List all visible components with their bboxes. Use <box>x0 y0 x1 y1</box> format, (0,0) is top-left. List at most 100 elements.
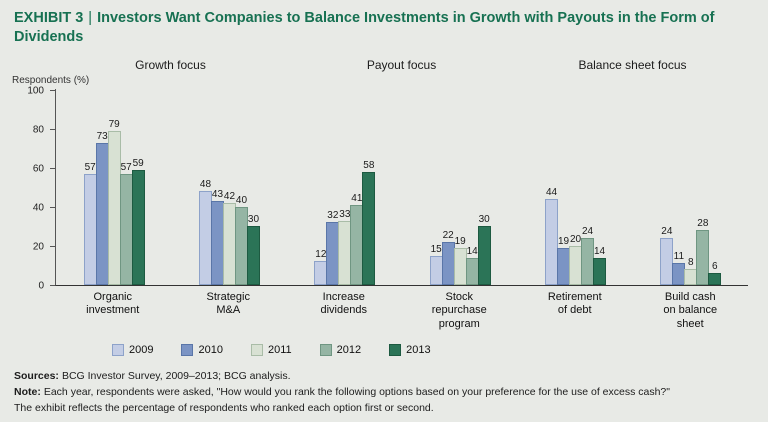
bar-value-label: 19 <box>454 235 466 247</box>
legend-swatch <box>319 344 332 357</box>
note-line: Note: Each year, respondents were asked, … <box>14 385 752 401</box>
bar: 28 <box>696 218 710 285</box>
bar-group: 48 43 42 40 30 <box>198 179 260 285</box>
y-tick-label: 0 <box>38 280 44 292</box>
legend-label: 2012 <box>336 344 362 357</box>
y-tick-label: 80 <box>32 124 44 136</box>
bar-value-label: 40 <box>235 194 248 206</box>
bar-value-label: 57 <box>120 161 132 173</box>
y-tick-mark <box>50 167 55 169</box>
legend-swatch <box>181 344 194 357</box>
bar-value-label: 22 <box>442 229 454 241</box>
legend-label: 2011 <box>267 344 292 357</box>
legend-swatch <box>389 344 402 357</box>
bar-value-label: 6 <box>712 261 718 273</box>
bar-value-label: 30 <box>478 214 490 226</box>
bar-value-label: 28 <box>697 218 709 230</box>
y-tick-mark <box>50 206 55 208</box>
bar-value-label: 19 <box>557 235 570 247</box>
bar-group: 12 32 33 41 58 <box>314 160 376 285</box>
bar-value-label: 59 <box>132 157 144 169</box>
bar: 6 <box>708 261 722 285</box>
bar-value-label: 20 <box>569 233 582 245</box>
y-tick-label: 20 <box>32 241 44 253</box>
sources-label: Sources: <box>14 370 59 383</box>
bar-group: 24 11 8 28 6 <box>660 218 722 285</box>
y-axis-title: Respondents (%) <box>12 74 90 86</box>
y-tick-mark <box>50 89 55 91</box>
legend-item: 2011 <box>250 344 292 357</box>
category-label: Organic investment <box>86 290 140 317</box>
title-separator: | <box>88 10 93 26</box>
y-tick-mark <box>50 245 55 247</box>
category-labels-row: Organic investment Strategic M&A Increase div… <box>55 291 748 331</box>
legend-item: 2009 <box>112 344 153 357</box>
exhibit-number: EXHIBIT 3 <box>14 10 84 26</box>
sources-line: Sources: BCG Investor Survey, 2009–2013; … <box>14 369 752 385</box>
category-section: Retirement of debt Build cash on balance she… <box>517 291 748 331</box>
page-title: Investors Want Companies to Balance Inve… <box>14 10 715 46</box>
footnotes: Sources: BCG Investor Survey, 2009–2013; … <box>14 369 752 416</box>
plot-section: 57 73 79 57 59 48 43 42 40 30 <box>56 89 287 285</box>
bar: 14 <box>593 246 606 285</box>
bar-value-label: 58 <box>363 159 375 171</box>
bar-value-label: 30 <box>247 214 260 226</box>
legend-swatch <box>112 344 124 357</box>
bar-value-label: 79 <box>108 118 120 130</box>
bar-value-label: 48 <box>199 179 212 191</box>
section-header: Payout focus <box>366 57 437 72</box>
bar-group: 57 73 79 57 59 <box>83 119 145 285</box>
bar-value-label: 33 <box>339 208 351 220</box>
category-label: Strategic M&A <box>206 290 250 317</box>
bar: 30 <box>477 214 491 285</box>
note-line-2: The exhibit reflects the percentage of r… <box>14 401 752 417</box>
category-section: Increase dividends Stock repurchase program <box>286 291 517 331</box>
bar-value-label: 42 <box>223 190 236 202</box>
bar: 15 <box>429 244 443 285</box>
plot-section: 44 19 20 24 14 24 11 8 28 6 <box>517 89 748 285</box>
bar: 8 <box>684 257 698 285</box>
bar-value-label: 8 <box>688 257 694 269</box>
note-text-2: The exhibit reflects the percentage of r… <box>14 401 434 414</box>
exhibit-title: EXHIBIT 3 | Investors Want Companies to Ba… <box>0 0 760 48</box>
y-tick-mark <box>50 284 55 286</box>
bar: 30 <box>246 214 260 285</box>
bar-group: 15 22 19 14 30 <box>429 214 491 285</box>
section-header: Balance sheet focus <box>578 57 687 72</box>
bar-value-label: 24 <box>661 226 673 238</box>
bar: 32 <box>326 210 340 285</box>
legend-label: 2013 <box>406 344 431 357</box>
y-tick-label: 60 <box>32 163 44 175</box>
y-tick-label: 100 <box>27 85 44 97</box>
category-section: Organic investment Strategic M&A <box>55 291 286 331</box>
bar-value-label: 43 <box>211 189 224 200</box>
bar-value-label: 24 <box>581 226 594 238</box>
legend-item: 2010 <box>181 344 223 357</box>
bar: 11 <box>672 251 686 285</box>
category-label: Retirement of debt <box>547 290 602 317</box>
section-header: Growth focus <box>135 57 206 72</box>
bar-value-label: 12 <box>315 249 327 261</box>
bar-value-label: 14 <box>593 245 606 257</box>
category-label: Increase dividends <box>320 290 367 317</box>
bar-value-label: 32 <box>327 210 339 222</box>
section-headers-row: Growth focus Payout focus Balance sheet fo… <box>55 58 748 72</box>
legend-item: 2013 <box>389 344 431 357</box>
bar-value-label: 11 <box>673 251 685 263</box>
bar-group: 44 19 20 24 14 <box>545 187 606 285</box>
legend-item: 2012 <box>319 344 362 357</box>
legend-swatch <box>250 344 263 357</box>
bar-value-label: 41 <box>351 192 363 204</box>
category-label: Build cash on balance sheet <box>663 290 718 330</box>
chart: 0 20 40 60 80 100 57 73 79 57 59 48 43 42 40 30 12 32 33 4… <box>0 85 748 291</box>
bar-value-label: 44 <box>545 187 558 199</box>
bar-value-label: 14 <box>466 245 478 257</box>
plot-area: 57 73 79 57 59 48 43 42 40 30 12 32 33 41 58 15 22 19 14 30… <box>55 88 748 286</box>
bar: 24 <box>660 226 674 285</box>
y-tick-mark <box>50 128 55 130</box>
bar-value-label: 73 <box>96 130 108 142</box>
note-text: Each year, respondents were asked, "How … <box>43 385 670 398</box>
sources-text: BCG Investor Survey, 2009–2013; BCG anal… <box>61 370 291 383</box>
y-axis: 0 20 40 60 80 100 <box>0 85 55 291</box>
